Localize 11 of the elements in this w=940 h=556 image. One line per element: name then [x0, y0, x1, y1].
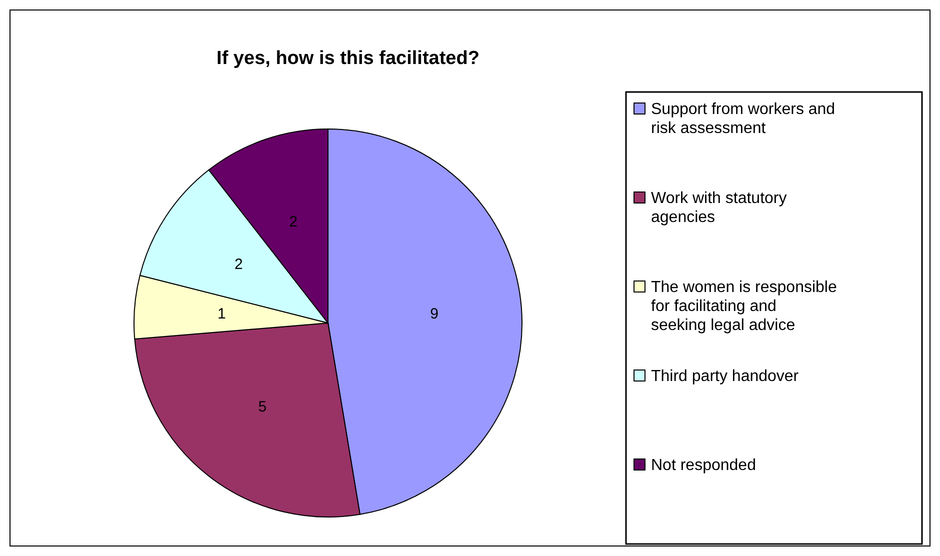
legend-label: Third party handover	[651, 368, 800, 385]
legend-label: Not responded	[651, 457, 756, 474]
chart-title: If yes, how is this facilitated?	[216, 48, 480, 69]
legend-label: Support from workers and risk assessment	[651, 101, 836, 137]
data-label: 2	[234, 256, 243, 274]
data-label: 2	[289, 214, 298, 231]
data-label: 1	[217, 306, 226, 323]
data-label: 9	[430, 306, 439, 323]
data-label: 5	[258, 398, 267, 416]
legend-label: The women is responsible for facilitating and seeking legal advice	[651, 279, 837, 334]
legend-label: Work with statutory agencies	[651, 190, 787, 226]
